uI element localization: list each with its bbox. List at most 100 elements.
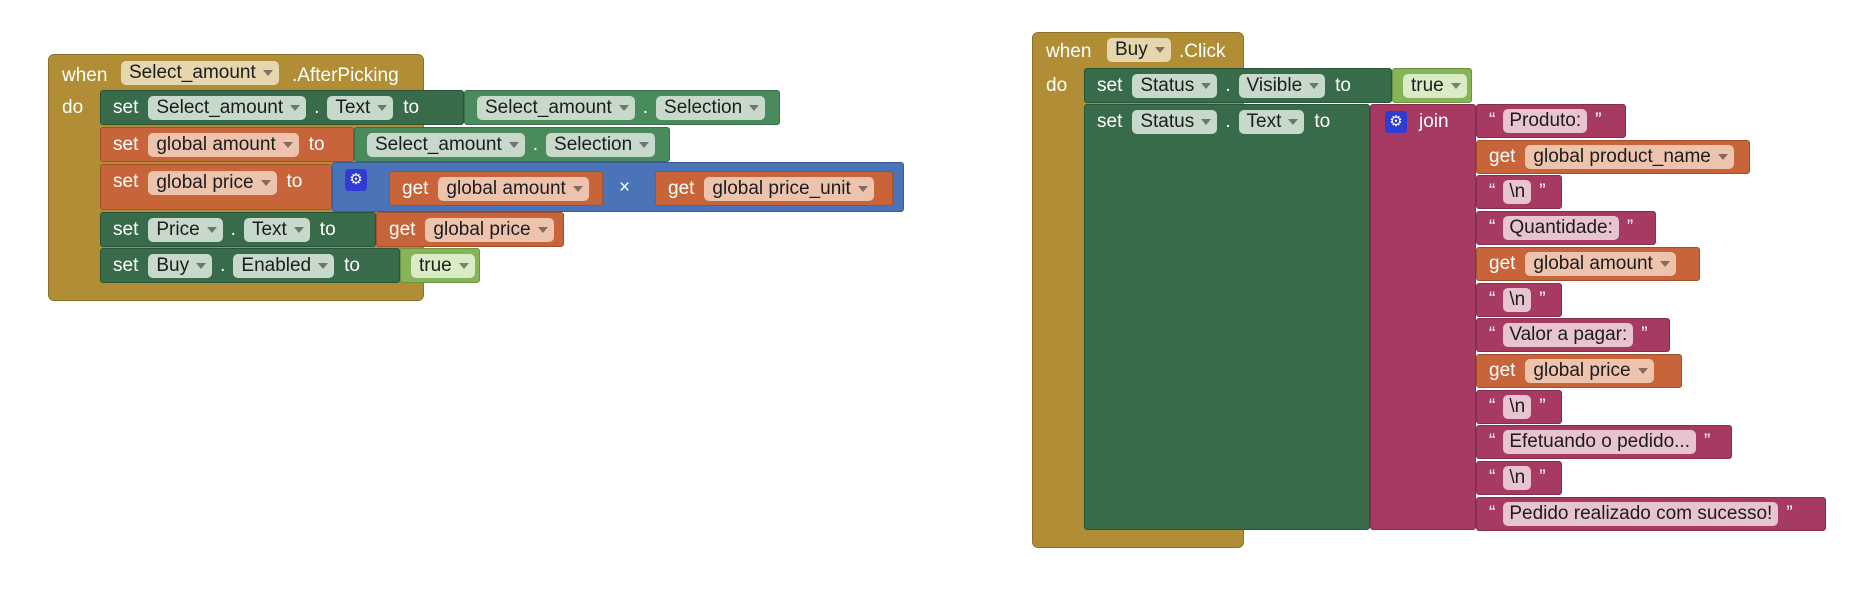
chevron-down-icon <box>206 226 217 233</box>
text-string-block[interactable]: “ \n ” <box>1476 175 1562 210</box>
variable-dropdown[interactable]: global price <box>1525 358 1654 383</box>
text-string-block[interactable]: “ \n ” <box>1476 389 1562 424</box>
property-dropdown[interactable]: Text <box>243 217 310 242</box>
set-global-price-block[interactable]: set global price to <box>100 164 332 210</box>
logic-true-block[interactable]: true <box>1392 68 1472 103</box>
text-string-block[interactable]: “ Efetuando o pedido... ” <box>1476 425 1732 460</box>
text-string-block[interactable]: “ Produto: ” <box>1476 104 1626 138</box>
to-keyword: to <box>308 133 325 155</box>
component-dropdown[interactable]: Select_amount <box>367 132 525 157</box>
dot-separator: . <box>642 96 649 118</box>
variable-dropdown[interactable]: global amount <box>1525 251 1676 276</box>
get-keyword: get <box>1489 145 1516 167</box>
gear-icon[interactable]: ⚙ <box>1385 111 1407 133</box>
text-string-block[interactable]: “ \n ” <box>1476 461 1562 495</box>
text-field[interactable]: \n <box>1503 394 1532 419</box>
event-component-label: Select_amount <box>129 62 256 83</box>
gear-icon[interactable]: ⚙ <box>345 169 367 191</box>
text-field[interactable]: Produto: <box>1503 109 1588 133</box>
property-dropdown[interactable]: Selection <box>656 95 766 120</box>
text-field[interactable]: Valor a pagar: <box>1503 323 1634 348</box>
get-variable-block[interactable]: get global product_name <box>1476 139 1750 174</box>
multiply-operator: × <box>619 177 631 198</box>
component-dropdown[interactable]: Status <box>1132 73 1218 98</box>
boolean-dropdown[interactable]: true <box>1403 73 1467 98</box>
get-select-amount-selection-block[interactable]: Select_amount . Selection <box>464 90 780 125</box>
set-status-visible-block[interactable]: set Status . Visible to <box>1084 68 1392 103</box>
to-keyword: to <box>403 96 420 118</box>
set-buy-enabled-block[interactable]: set Buy . Enabled to <box>100 248 400 283</box>
text-string-block[interactable]: “ Quantidade: ” <box>1476 211 1656 246</box>
chevron-down-icon <box>1309 82 1320 89</box>
component-label: Price <box>156 218 200 240</box>
set-price-text-block[interactable]: set Price . Text to <box>100 212 376 247</box>
component-dropdown[interactable]: Status <box>1132 110 1218 134</box>
to-keyword: to <box>1314 111 1331 132</box>
get-global-amount-block[interactable]: get global amount <box>389 171 603 206</box>
event-component-label: Buy <box>1115 39 1148 60</box>
math-multiply-block[interactable]: ⚙ get global amount × get global price_u… <box>332 162 904 212</box>
variable-dropdown[interactable]: global amount <box>438 176 589 201</box>
text-field[interactable]: \n <box>1503 180 1532 205</box>
chevron-down-icon <box>1201 82 1212 89</box>
property-dropdown[interactable]: Text <box>327 95 394 120</box>
open-quote: “ <box>1489 395 1496 417</box>
text-field[interactable]: \n <box>1503 466 1532 490</box>
do-keyword: do <box>1046 75 1068 96</box>
get-variable-block[interactable]: get global amount <box>1476 246 1700 281</box>
property-label: Selection <box>554 133 633 155</box>
chevron-down-icon <box>282 141 293 148</box>
boolean-dropdown[interactable]: true <box>411 253 475 278</box>
set-global-amount-block[interactable]: set global amount to <box>100 127 354 162</box>
get-global-price-unit-block[interactable]: get global price_unit <box>655 171 893 206</box>
text-field[interactable]: Quantidade: <box>1503 216 1619 241</box>
open-quote: “ <box>1489 217 1496 239</box>
variable-label: global price_unit <box>712 177 851 199</box>
text-join-block[interactable]: ⚙ join <box>1370 104 1476 530</box>
close-quote: ” <box>1539 288 1546 310</box>
chevron-down-icon <box>290 104 301 111</box>
component-label: Select_amount <box>375 133 502 155</box>
component-dropdown[interactable]: Buy <box>148 253 213 278</box>
text-string-block[interactable]: “ \n ” <box>1476 282 1562 317</box>
dot-separator: . <box>1225 74 1231 96</box>
variable-dropdown[interactable]: global amount <box>148 132 299 157</box>
event-component-dropdown[interactable]: Buy <box>1107 38 1171 62</box>
get-keyword: get <box>389 218 416 240</box>
property-label: Text <box>251 218 287 240</box>
component-dropdown[interactable]: Price <box>148 217 223 242</box>
chevron-down-icon <box>749 104 760 111</box>
set-keyword: set <box>113 133 139 155</box>
variable-dropdown[interactable]: global product_name <box>1525 144 1734 169</box>
property-dropdown[interactable]: Visible <box>1238 73 1326 98</box>
get-variable-block[interactable]: get global price <box>1476 353 1682 388</box>
property-dropdown[interactable]: Text <box>1238 110 1305 134</box>
variable-dropdown[interactable]: global price_unit <box>704 176 874 201</box>
to-keyword: to <box>1335 74 1352 96</box>
close-quote: ” <box>1626 217 1634 239</box>
property-dropdown[interactable]: Enabled <box>233 253 335 278</box>
text-string-block[interactable]: “ Valor a pagar: ” <box>1476 318 1670 353</box>
get-global-price-block[interactable]: get global price <box>376 212 564 247</box>
text-field[interactable]: Pedido realizado com sucesso! <box>1503 501 1779 526</box>
property-dropdown[interactable]: Selection <box>546 132 656 157</box>
component-dropdown[interactable]: Select_amount <box>148 95 307 120</box>
dot-separator: . <box>220 254 226 276</box>
open-quote: “ <box>1489 324 1496 346</box>
set-select-amount-text-block[interactable]: set Select_amount . Text to <box>100 90 464 125</box>
close-quote: ” <box>1595 110 1602 131</box>
text-field[interactable]: Efetuando o pedido... <box>1503 430 1696 455</box>
set-keyword: set <box>1097 111 1123 132</box>
set-status-text-block[interactable]: set Status . Text to <box>1084 104 1370 530</box>
component-dropdown[interactable]: Select_amount <box>477 95 635 120</box>
text-field[interactable]: \n <box>1503 287 1532 312</box>
logic-true-block[interactable]: true <box>400 248 480 283</box>
chevron-down-icon <box>1659 260 1670 267</box>
get-select-amount-selection-block[interactable]: Select_amount . Selection <box>354 127 670 162</box>
event-component-dropdown[interactable]: Select_amount <box>121 61 279 85</box>
variable-dropdown[interactable]: global price <box>425 217 554 242</box>
close-quote: ” <box>1786 502 1793 524</box>
text-string-block[interactable]: “ Pedido realizado com sucesso! ” <box>1476 496 1826 531</box>
variable-dropdown[interactable]: global price <box>148 171 277 195</box>
